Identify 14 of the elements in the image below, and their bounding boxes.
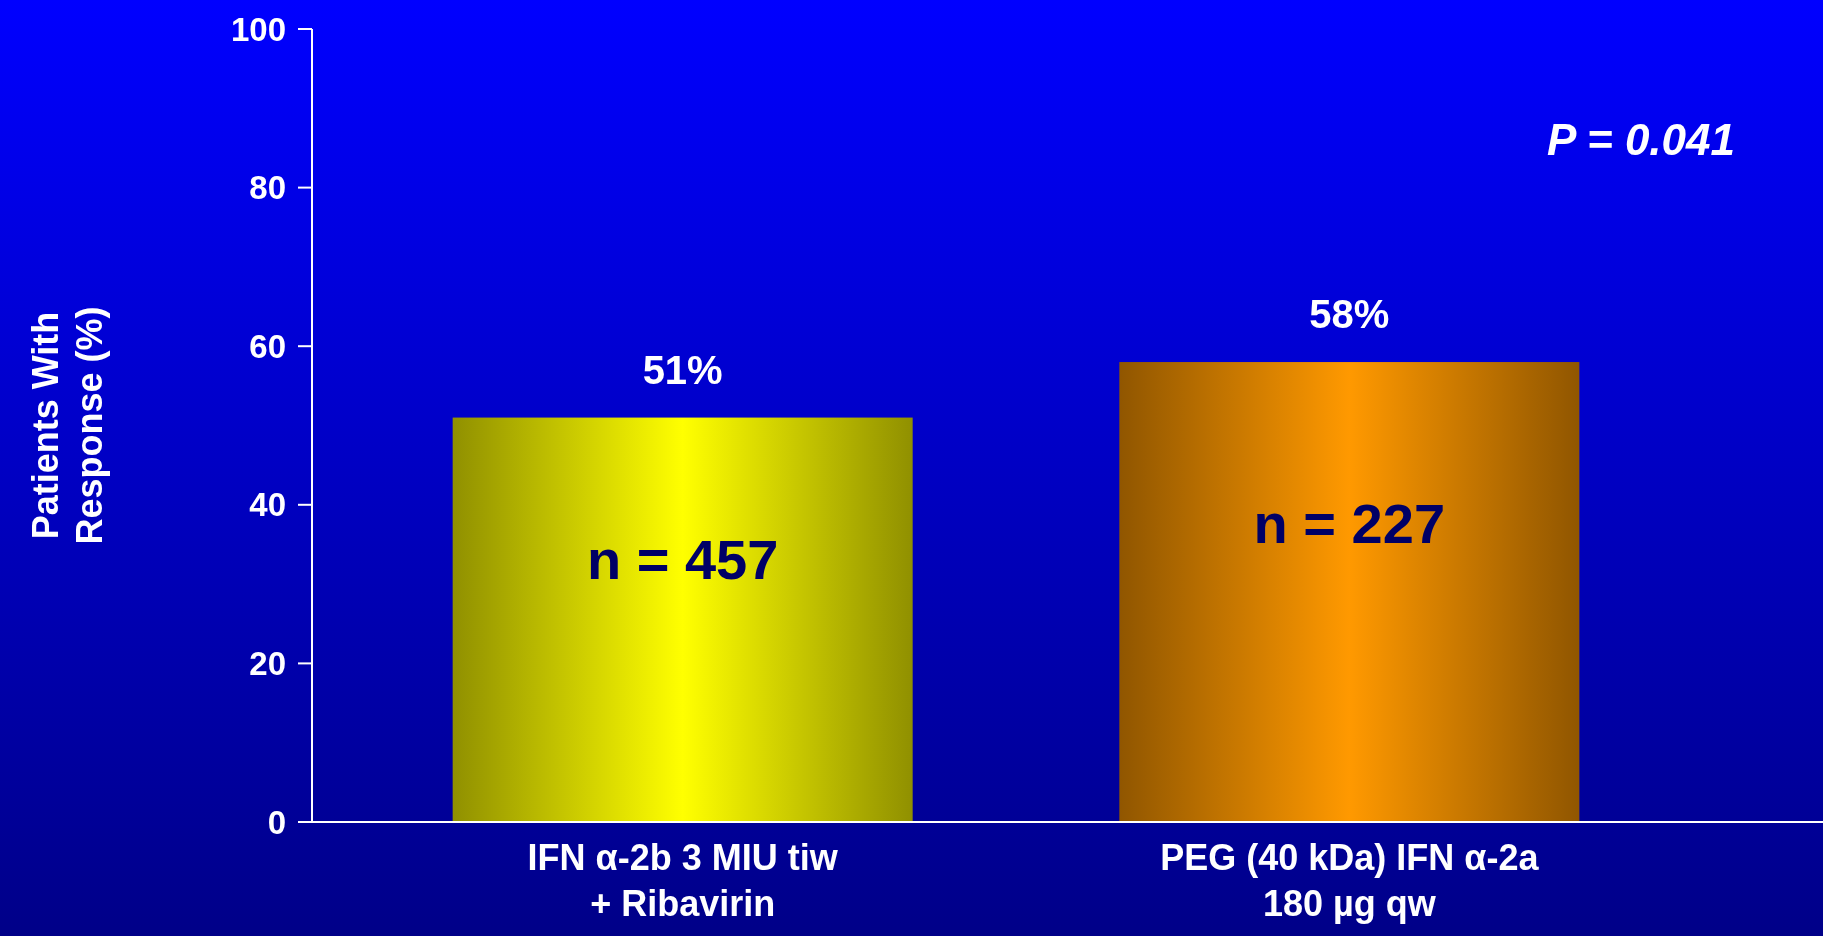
y-tick-label: 40	[249, 486, 286, 524]
annotation: P = 0.041	[1547, 115, 1735, 164]
annotation: n = 227	[1253, 491, 1446, 555]
y-tick-label: 80	[249, 169, 286, 207]
y-tick-label: 0	[267, 803, 286, 841]
annotation: n = 457	[586, 527, 779, 591]
x-tick-label: PEG (40 kDa) IFN α-2a 180 µg qw	[1160, 837, 1540, 924]
data-label: 51%	[642, 347, 723, 392]
y-axis-title: Patients With Response (%)	[25, 306, 110, 545]
y-tick-label: 100	[230, 10, 286, 48]
x-tick-label: IFN α-2b 3 MIU tiw + Ribavirin	[527, 837, 839, 924]
y-tick-label: 60	[249, 327, 286, 365]
data-label: 58%	[1309, 292, 1390, 337]
y-tick-label: 20	[249, 644, 286, 682]
